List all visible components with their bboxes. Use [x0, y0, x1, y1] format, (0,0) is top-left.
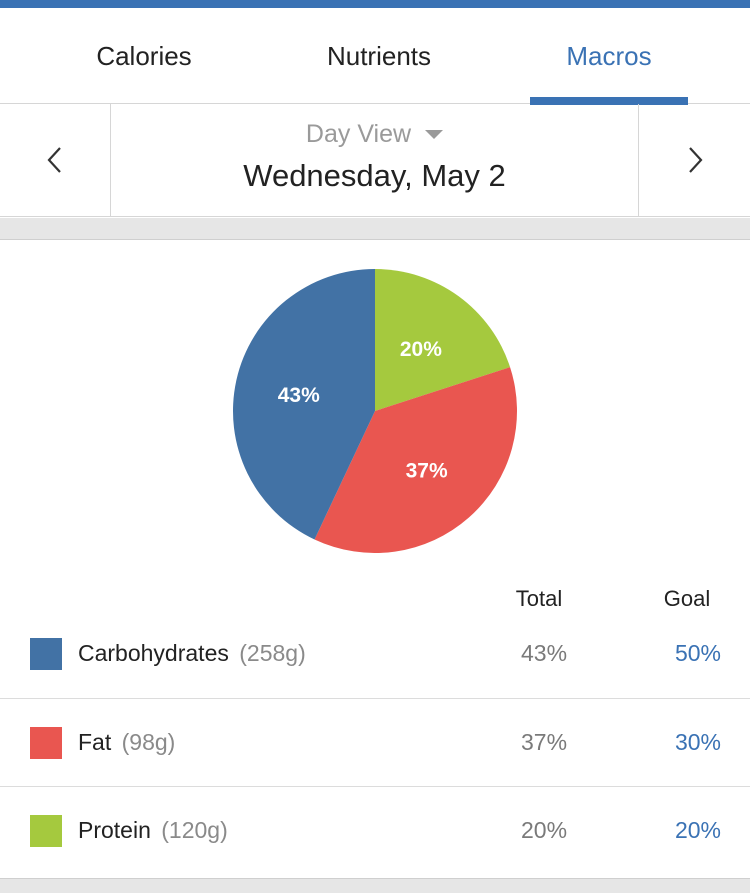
chevron-right-icon: [688, 147, 702, 173]
macro-goal[interactable]: 20%: [674, 817, 721, 843]
macro-grams: (120g): [161, 817, 228, 843]
legend-swatch-protein: [30, 815, 62, 847]
next-day-button[interactable]: [638, 104, 750, 216]
top-accent-bar: [0, 0, 750, 8]
macro-row-protein: Protein (120g) 20% 20%: [0, 786, 750, 874]
active-tab-indicator: [530, 97, 688, 105]
legend-swatch-fat: [30, 727, 62, 759]
macro-grams: (258g): [239, 640, 306, 666]
tab-macros[interactable]: Macros: [566, 40, 652, 71]
macros-pie-chart: 20% 37% 43%: [232, 268, 518, 554]
macro-row-fat: Fat (98g) 37% 30%: [0, 698, 750, 786]
macro-goal[interactable]: 50%: [674, 640, 721, 666]
macro-total: 20%: [521, 817, 568, 843]
section-divider: [0, 218, 750, 240]
macro-name: Fat: [78, 729, 112, 755]
bottom-divider: [0, 878, 750, 893]
pie-slice-carbohydrates: [232, 269, 375, 540]
caret-down-icon: [425, 129, 444, 139]
tab-bar: Calories Nutrients Macros: [0, 8, 750, 105]
goal-column-header: Goal: [663, 586, 711, 611]
total-column-header: Total: [515, 586, 563, 611]
pie-label-fat: 37%: [406, 460, 448, 483]
pie-chart-svg: 20% 37% 43%: [232, 269, 517, 553]
pie-label-protein: 20%: [400, 338, 442, 361]
macro-grams: (98g): [121, 729, 176, 755]
pie-label-carbohydrates: 43%: [278, 384, 320, 407]
macro-total: 37%: [521, 729, 568, 755]
legend-swatch-carbohydrates: [30, 638, 62, 670]
current-date: Wednesday, May 2: [243, 158, 506, 193]
pie-slice-protein: [375, 269, 511, 411]
day-view-label: Day View: [305, 119, 412, 148]
macro-name: Protein: [78, 817, 151, 843]
day-view-dropdown[interactable]: Day View: [111, 116, 638, 152]
macro-total: 43%: [521, 640, 568, 666]
previous-day-button[interactable]: [0, 104, 111, 216]
tab-nutrients[interactable]: Nutrients: [326, 40, 432, 71]
date-navigator: Day View Wednesday, May 2: [0, 104, 750, 217]
date-display: Day View Wednesday, May 2: [111, 104, 638, 216]
macro-name: Carbohydrates: [78, 640, 229, 666]
macro-row-carbohydrates: Carbohydrates (258g) 43% 50%: [0, 610, 750, 698]
macro-goal[interactable]: 30%: [674, 729, 721, 755]
pie-slice-fat: [314, 367, 517, 553]
tab-calories[interactable]: Calories: [96, 40, 192, 71]
chevron-left-icon: [47, 147, 61, 173]
